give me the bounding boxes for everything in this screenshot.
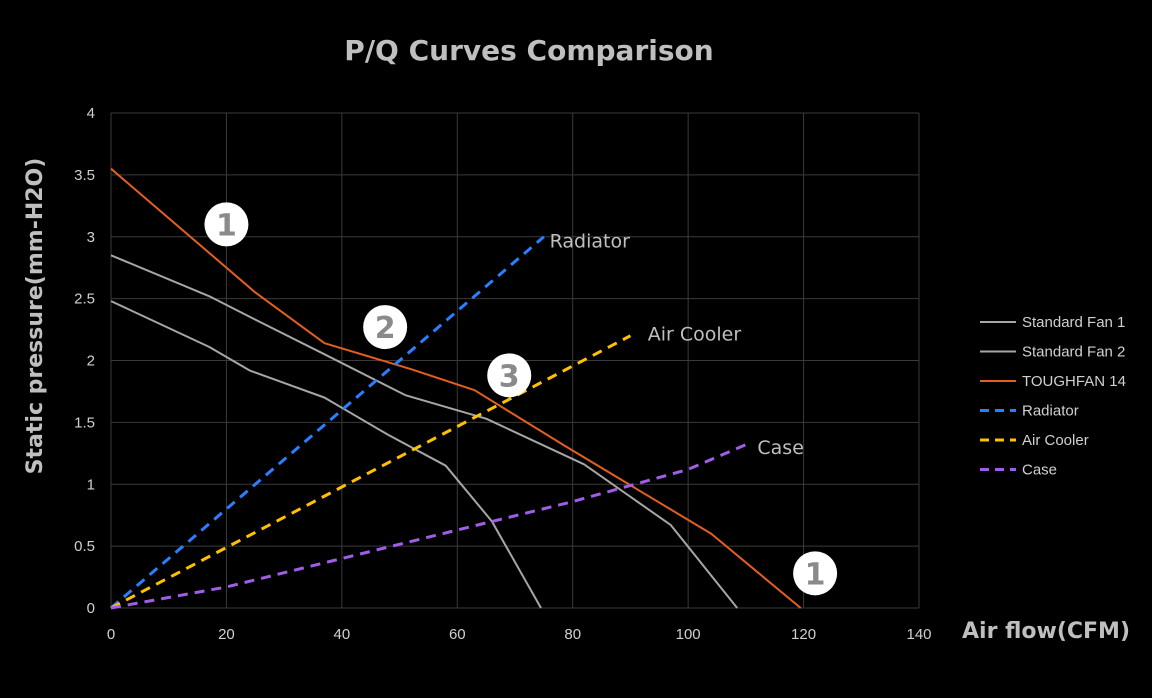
marker-badge <box>793 551 838 596</box>
legend-label: Standard Fan 2 <box>1022 344 1125 361</box>
x-tick-label: 100 <box>676 626 701 643</box>
y-tick-label: 3.5 <box>74 167 95 184</box>
y-tick-label: 1 <box>87 476 95 493</box>
y-axis-ticks: 0 0.5 1 1.5 2 2.5 3 3.5 4 <box>74 105 95 617</box>
x-tick-label: 140 <box>906 626 931 643</box>
curve-annotation: Air Cooler <box>648 323 742 345</box>
marker-badge <box>204 202 249 247</box>
y-tick-label: 3 <box>87 229 95 246</box>
legend-label: Case <box>1022 462 1057 479</box>
marker-number: 1 <box>216 208 237 243</box>
x-tick-label: 0 <box>107 626 115 643</box>
legend-label: Standard Fan 1 <box>1022 314 1125 331</box>
x-tick-label: 120 <box>791 626 816 643</box>
marker-badge <box>487 353 532 398</box>
y-tick-label: 2.5 <box>74 291 95 308</box>
series-line-toughfan-14 <box>110 167 802 609</box>
numbered-markers: 1 2 3 1 <box>204 202 838 596</box>
legend-label: TOUGHFAN 14 <box>1022 373 1126 390</box>
x-tick-label: 60 <box>449 626 466 643</box>
curve-annotation: Case <box>757 437 804 459</box>
x-axis-label: Air flow(CFM) <box>962 619 1130 644</box>
y-tick-label: 4 <box>87 105 95 122</box>
series-lines <box>110 167 802 610</box>
series-line-air-cooler <box>110 334 632 610</box>
curve-annotations: Radiator Air Cooler Case <box>550 230 804 459</box>
x-tick-label: 20 <box>218 626 235 643</box>
legend: Standard Fan 1 Standard Fan 2 TOUGHFAN 14 R… <box>980 314 1126 479</box>
y-tick-label: 0.5 <box>74 538 95 555</box>
legend-label: Air Cooler <box>1022 432 1089 449</box>
y-tick-label: 2 <box>87 353 95 370</box>
marker-badge <box>363 305 408 350</box>
marker-number: 3 <box>499 359 520 394</box>
y-tick-label: 1.5 <box>74 414 95 431</box>
y-axis-label: Static pressure(mm-H2O) <box>23 158 48 475</box>
curve-annotation: Radiator <box>550 230 630 252</box>
y-tick-label: 0 <box>87 600 95 617</box>
series-line-standard-fan-1 <box>110 254 738 609</box>
series-line-standard-fan-2 <box>110 300 542 609</box>
marker-number: 2 <box>375 311 396 346</box>
marker-number: 1 <box>805 557 826 592</box>
x-axis-ticks: 0 20 40 60 80 100 120 140 <box>107 626 932 643</box>
x-tick-label: 80 <box>564 626 581 643</box>
legend-label: Radiator <box>1022 403 1079 420</box>
x-tick-label: 40 <box>334 626 351 643</box>
chart-title: P/Q Curves Comparison <box>344 34 713 67</box>
